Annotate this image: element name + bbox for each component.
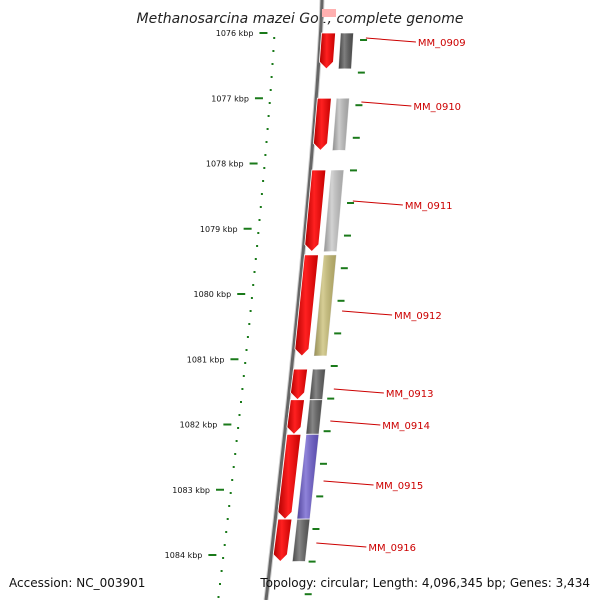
ruler-dot <box>225 531 228 533</box>
ruler-dot <box>217 596 220 598</box>
ruler-tick-label: 1079 kbp <box>200 225 238 234</box>
ruler-tick-label: 1078 kbp <box>206 160 244 169</box>
ruler-dot <box>228 505 231 507</box>
ruler-dot <box>260 193 263 195</box>
ruler-dot <box>223 544 226 546</box>
ruler-dot <box>232 466 235 468</box>
gene-label-leader <box>342 310 393 316</box>
ruler-dot <box>240 401 242 403</box>
gene-label[interactable]: MM_0910 <box>413 102 461 113</box>
forward-gene-arrow[interactable] <box>304 169 327 253</box>
ruler-dot <box>220 570 223 572</box>
forward-gene-arrow[interactable] <box>286 399 305 435</box>
ruler-dot <box>268 102 271 104</box>
ruler-dot <box>235 440 238 442</box>
ruler-dot <box>242 375 245 377</box>
ruler-dot <box>226 518 229 520</box>
forward-strand-track <box>272 9 336 563</box>
gene-label-leader <box>352 200 403 206</box>
ruler-dot <box>249 310 252 312</box>
forward-gene-arrow[interactable] <box>313 97 332 152</box>
genome-backbone <box>263 0 325 600</box>
gene-category-shading <box>296 434 319 520</box>
ruler-dot <box>272 50 275 52</box>
ruler-dot <box>258 219 261 221</box>
ruler-dot <box>252 284 255 286</box>
ruler-tick-label: 1084 kbp <box>165 551 203 560</box>
accession-text: Accession: NC_003901 <box>9 576 146 590</box>
ruler-dot <box>259 206 262 208</box>
ruler-dot <box>222 557 225 559</box>
gene-category-shading <box>313 254 337 356</box>
ruler-dot <box>267 115 270 117</box>
ruler-dot <box>265 141 268 143</box>
gene-category-shading <box>332 98 350 151</box>
gene-label[interactable]: MM_0915 <box>376 481 424 492</box>
ruler-dot <box>245 349 248 351</box>
gene-label-leader <box>333 388 384 394</box>
gene-label-leader <box>316 542 367 548</box>
ruler-dot <box>219 583 221 585</box>
backbone-line <box>264 0 324 600</box>
ruler-dot <box>257 232 260 234</box>
ruler-dot <box>234 453 237 455</box>
ruler-dot <box>244 362 247 364</box>
ruler-dot <box>263 167 266 169</box>
ruler-tick-label: 1083 kbp <box>172 486 210 495</box>
ruler-dot <box>262 180 265 182</box>
gene-category-shading <box>338 33 354 69</box>
ruler-dot <box>237 427 240 429</box>
ruler-dot <box>248 323 251 325</box>
forward-gene-arrow[interactable] <box>294 254 319 357</box>
gene-category-track <box>291 32 354 562</box>
gene-label[interactable]: MM_0911 <box>405 201 453 212</box>
ruler-dot <box>270 76 273 78</box>
gene-labels: MM_0909 MM_0910 MM_0911 MM_0912 MM_0913 MM_09… <box>316 37 466 554</box>
gene-label[interactable]: MM_0912 <box>394 311 442 322</box>
map-title: Methanosarcina mazei Go1, complete genom… <box>137 11 464 27</box>
ruler-tick-label: 1076 kbp <box>216 29 254 38</box>
gene-category-shading <box>309 369 326 400</box>
ruler-dot <box>256 245 259 247</box>
gene-category-shading <box>323 170 344 252</box>
gene-category-shading <box>305 399 323 435</box>
ruler-dot <box>253 271 256 273</box>
gene-category-shading <box>292 519 310 562</box>
gene-label[interactable]: MM_0916 <box>368 543 416 554</box>
forward-gene-arrow[interactable] <box>318 32 336 70</box>
gene-label-leader <box>365 37 416 43</box>
gene-label-leader <box>361 101 412 107</box>
ruler-dot <box>246 336 249 338</box>
ruler-dot <box>273 37 276 39</box>
gene-label-leader <box>330 420 381 426</box>
ruler-dot <box>241 388 244 390</box>
ruler-dot <box>264 154 267 156</box>
ruler-tick-label: 1077 kbp <box>211 94 249 103</box>
kbp-ruler: 1076 kbp 1077 kbp 1078 kbp 1079 kbp 1080 kbp… <box>165 29 276 598</box>
gene-label-leader <box>323 480 374 486</box>
forward-gene-arrow[interactable] <box>290 368 309 401</box>
topology-text: Topology: circular; Length: 4,096,345 bp… <box>260 576 590 590</box>
forward-gene-arrow[interactable] <box>272 518 293 563</box>
ruler-dot <box>271 63 274 65</box>
ruler-dot <box>250 297 253 299</box>
ruler-dot <box>238 414 241 416</box>
gene-label[interactable]: MM_0913 <box>386 389 434 400</box>
forward-gene-arrow[interactable] <box>277 433 302 520</box>
ruler-dot <box>269 89 272 91</box>
ruler-dot <box>229 492 232 494</box>
ruler-dot <box>254 258 257 260</box>
gene-label[interactable]: MM_0909 <box>418 38 466 49</box>
gene-label[interactable]: MM_0914 <box>382 421 430 432</box>
category-track-ticks <box>304 39 368 596</box>
ruler-tick-label: 1082 kbp <box>180 421 218 430</box>
gene-fragment <box>322 9 336 17</box>
ruler-tick-label: 1081 kbp <box>187 355 225 364</box>
ruler-dot <box>266 128 269 130</box>
ruler-tick-label: 1080 kbp <box>194 290 232 299</box>
ruler-dot <box>231 479 234 481</box>
